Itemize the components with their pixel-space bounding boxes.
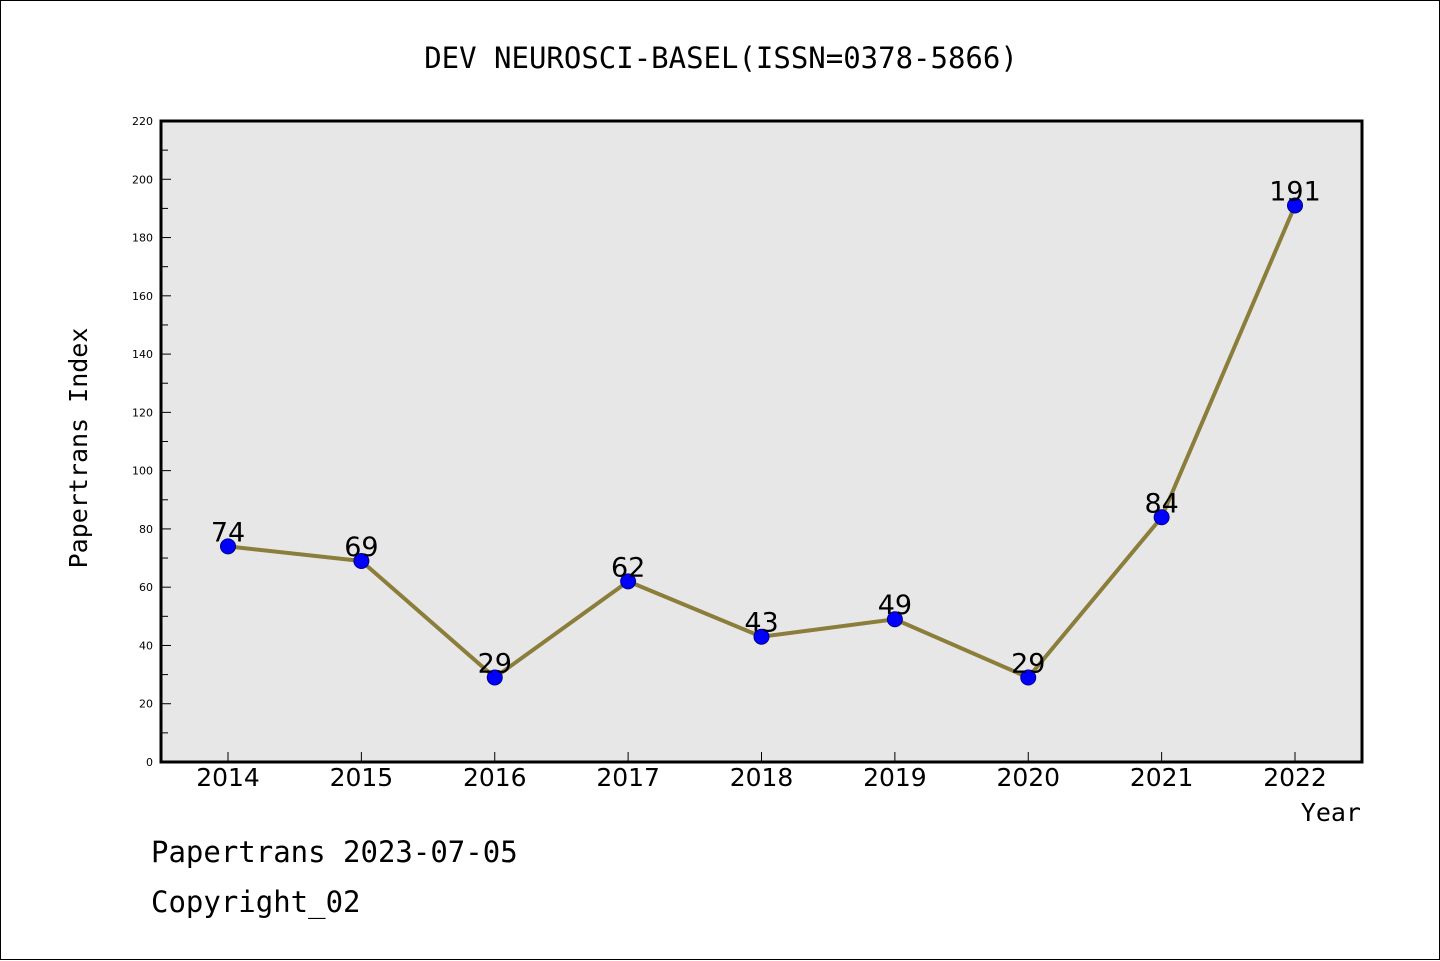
data-label: 49 xyxy=(878,590,912,621)
chart-title: DEV NEUROSCI-BASEL(ISSN=0378-5866) xyxy=(424,41,1018,75)
plot-area xyxy=(161,121,1362,762)
data-point xyxy=(486,669,503,686)
x-axis: 2014 2015 2016 2017 2018 2019 2020 2021 2022 xyxy=(196,752,1327,792)
series-layer xyxy=(220,197,1303,686)
y-axis-title: Papertrans Index xyxy=(64,328,93,569)
x-tick-label: 2022 xyxy=(1263,763,1327,792)
y-tick-label: 120 xyxy=(132,406,153,419)
data-label: 29 xyxy=(478,649,512,680)
data-point xyxy=(220,538,236,555)
data-point xyxy=(753,628,770,645)
data-point xyxy=(1020,669,1037,686)
x-tick-label: 2015 xyxy=(330,763,394,792)
x-tick-label: 2020 xyxy=(996,763,1060,792)
data-point xyxy=(1287,197,1303,214)
x-tick-label: 2019 xyxy=(863,763,927,792)
x-tick-label: 2021 xyxy=(1130,763,1194,792)
footer-copyright: Copyright_02 xyxy=(151,885,361,919)
y-tick-label: 20 xyxy=(139,698,153,711)
plot-border xyxy=(159,119,1364,764)
data-label: 74 xyxy=(211,517,245,548)
y-tick-label: 60 xyxy=(139,581,153,594)
y-tick-label: 100 xyxy=(132,465,153,478)
y-tick-label: 220 xyxy=(132,115,153,128)
data-point xyxy=(353,552,370,569)
y-tick-label: 160 xyxy=(132,290,153,303)
data-point xyxy=(620,573,637,590)
x-axis-title: Year xyxy=(1301,798,1361,827)
data-label: 62 xyxy=(611,552,645,583)
x-tick-label: 2016 xyxy=(463,763,527,792)
y-tick-label: 80 xyxy=(139,523,153,536)
x-tick-label: 2018 xyxy=(730,763,794,792)
x-tick-label: 2017 xyxy=(596,763,660,792)
y-tick-label: 0 xyxy=(146,756,153,769)
y-tick-label: 40 xyxy=(139,639,153,652)
data-label: 69 xyxy=(344,532,378,563)
y-tick-label: 140 xyxy=(132,348,153,361)
y-tick-label: 200 xyxy=(132,173,153,186)
data-point xyxy=(1153,509,1170,526)
x-tick-label: 2014 xyxy=(196,763,260,792)
data-label: 191 xyxy=(1269,176,1321,207)
data-label: 84 xyxy=(1144,488,1178,519)
footer-date: Papertrans 2023-07-05 xyxy=(151,835,518,869)
data-label-layer: 74 69 29 62 43 49 29 84 191 xyxy=(211,176,1321,679)
data-label: 43 xyxy=(744,608,778,639)
data-point xyxy=(886,611,903,628)
data-label: 29 xyxy=(1011,649,1045,680)
y-tick-label: 180 xyxy=(132,232,153,245)
